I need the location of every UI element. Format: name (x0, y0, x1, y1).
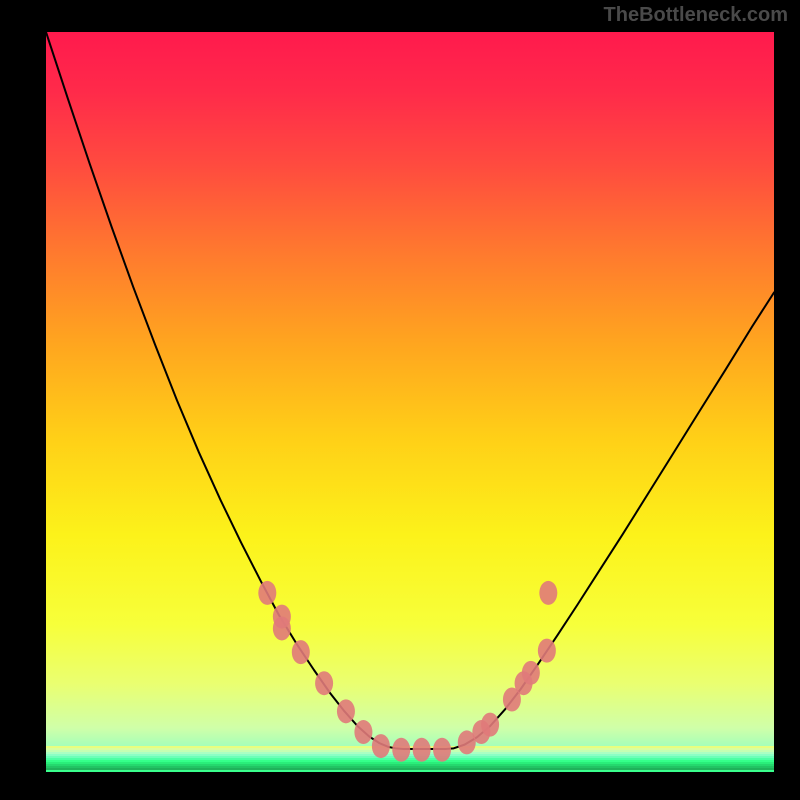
data-marker (392, 738, 410, 762)
data-marker (337, 699, 355, 723)
data-marker (413, 738, 431, 762)
data-marker (258, 581, 276, 605)
data-marker (539, 581, 557, 605)
data-marker (538, 639, 556, 663)
chart-plot-area (46, 32, 774, 772)
data-marker (273, 616, 291, 640)
data-marker (292, 640, 310, 664)
data-marker (315, 671, 333, 695)
marker-group (258, 581, 557, 762)
data-marker (481, 713, 499, 737)
chart-curve-layer (46, 32, 774, 772)
bottleneck-curve-right (445, 292, 774, 749)
data-marker (522, 661, 540, 685)
data-marker (354, 720, 372, 744)
bottleneck-curve-left (46, 32, 404, 749)
data-marker (372, 734, 390, 758)
watermark-text: TheBottleneck.com (604, 4, 788, 27)
data-marker (433, 738, 451, 762)
